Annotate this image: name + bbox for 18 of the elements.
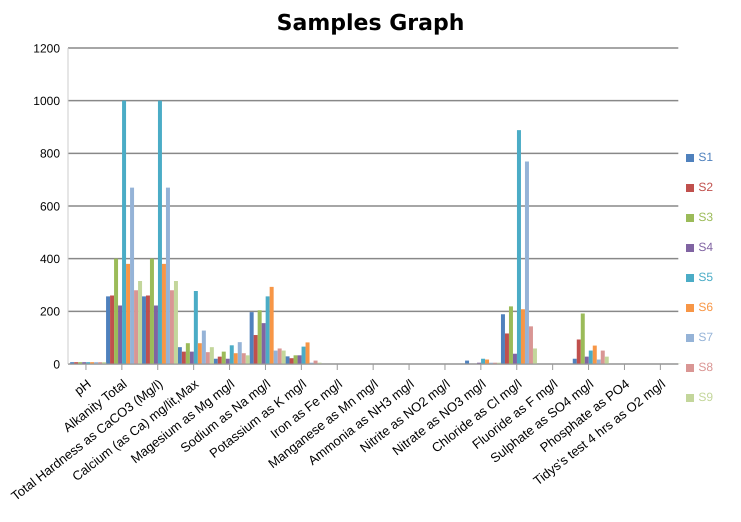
legend-label: S6 bbox=[698, 300, 713, 314]
chart-title: Samples Graph bbox=[276, 10, 466, 38]
y-tick-label: 600 bbox=[40, 199, 60, 214]
y-tick-label: 0 bbox=[53, 357, 60, 372]
y-tick-label: 1000 bbox=[33, 94, 60, 108]
legend-label: S9 bbox=[698, 390, 713, 404]
legend-label: S3 bbox=[698, 210, 713, 224]
y-tick-label: 200 bbox=[40, 304, 60, 319]
legend-label: S4 bbox=[698, 240, 713, 254]
x-tick-label: pH bbox=[71, 376, 94, 398]
y-tick-label: 400 bbox=[40, 252, 60, 266]
legend-label: S8 bbox=[698, 360, 713, 374]
legend-label: S2 bbox=[698, 180, 713, 194]
legend-label: S1 bbox=[698, 150, 713, 164]
y-tick-label: 1200 bbox=[33, 41, 60, 56]
y-tick-label: 800 bbox=[40, 146, 60, 161]
legend-label: S5 bbox=[698, 270, 713, 284]
legend-label: S7 bbox=[698, 330, 713, 344]
